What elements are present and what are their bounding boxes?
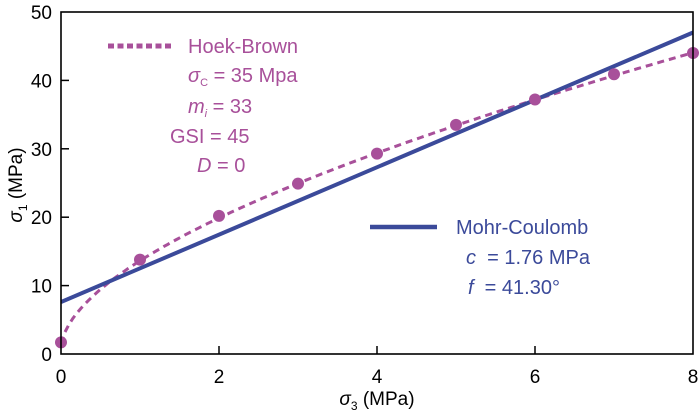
data-point <box>292 177 304 190</box>
legend-mohr-coulomb-label: Mohr-Coulomb <box>456 217 588 239</box>
hoek-brown-curve <box>61 51 693 344</box>
mc-c: c = 1.76 MPa <box>466 247 591 269</box>
legend-mohr-coulomb: Mohr-Coulomb c = 1.76 MPa f = 41.30° <box>370 217 591 299</box>
x-axis-label: σ3 (MPa) <box>339 389 414 412</box>
hb-sigma-c: σC = 35 Mpa <box>188 65 298 89</box>
y-tick-label: 10 <box>31 277 52 298</box>
data-point <box>529 93 541 106</box>
y-tick-label: 0 <box>41 345 52 366</box>
y-axis-label: σ1 (MPa) <box>6 147 30 222</box>
data-point <box>450 118 462 131</box>
mc-f: f = 41.30° <box>468 277 560 299</box>
legend-hoek-brown: Hoek-Brown σC = 35 Mpa mi = 33 GSI = 45 … <box>108 36 298 177</box>
hb-gsi: GSI = 45 <box>170 126 250 148</box>
y-tick-label: 40 <box>31 71 52 92</box>
x-tick-label: 2 <box>214 367 225 388</box>
plot-frame <box>60 11 694 355</box>
mohr-coulomb-line <box>61 30 693 304</box>
x-tick-label: 8 <box>688 367 699 388</box>
data-point <box>134 253 146 266</box>
x-tick-label: 0 <box>56 367 67 388</box>
y-tick-label: 50 <box>31 3 52 24</box>
y-tick-label: 30 <box>31 140 52 161</box>
y-tick-label: 20 <box>31 208 52 229</box>
hb-mi: mi = 33 <box>188 96 252 120</box>
data-point <box>371 147 383 160</box>
data-point <box>608 68 620 81</box>
hb-d: D = 0 <box>197 155 245 177</box>
data-point <box>213 209 225 222</box>
legend-hoek-brown-label: Hoek-Brown <box>188 36 298 58</box>
x-tick-label: 6 <box>530 367 541 388</box>
x-tick-label: 4 <box>372 367 383 388</box>
